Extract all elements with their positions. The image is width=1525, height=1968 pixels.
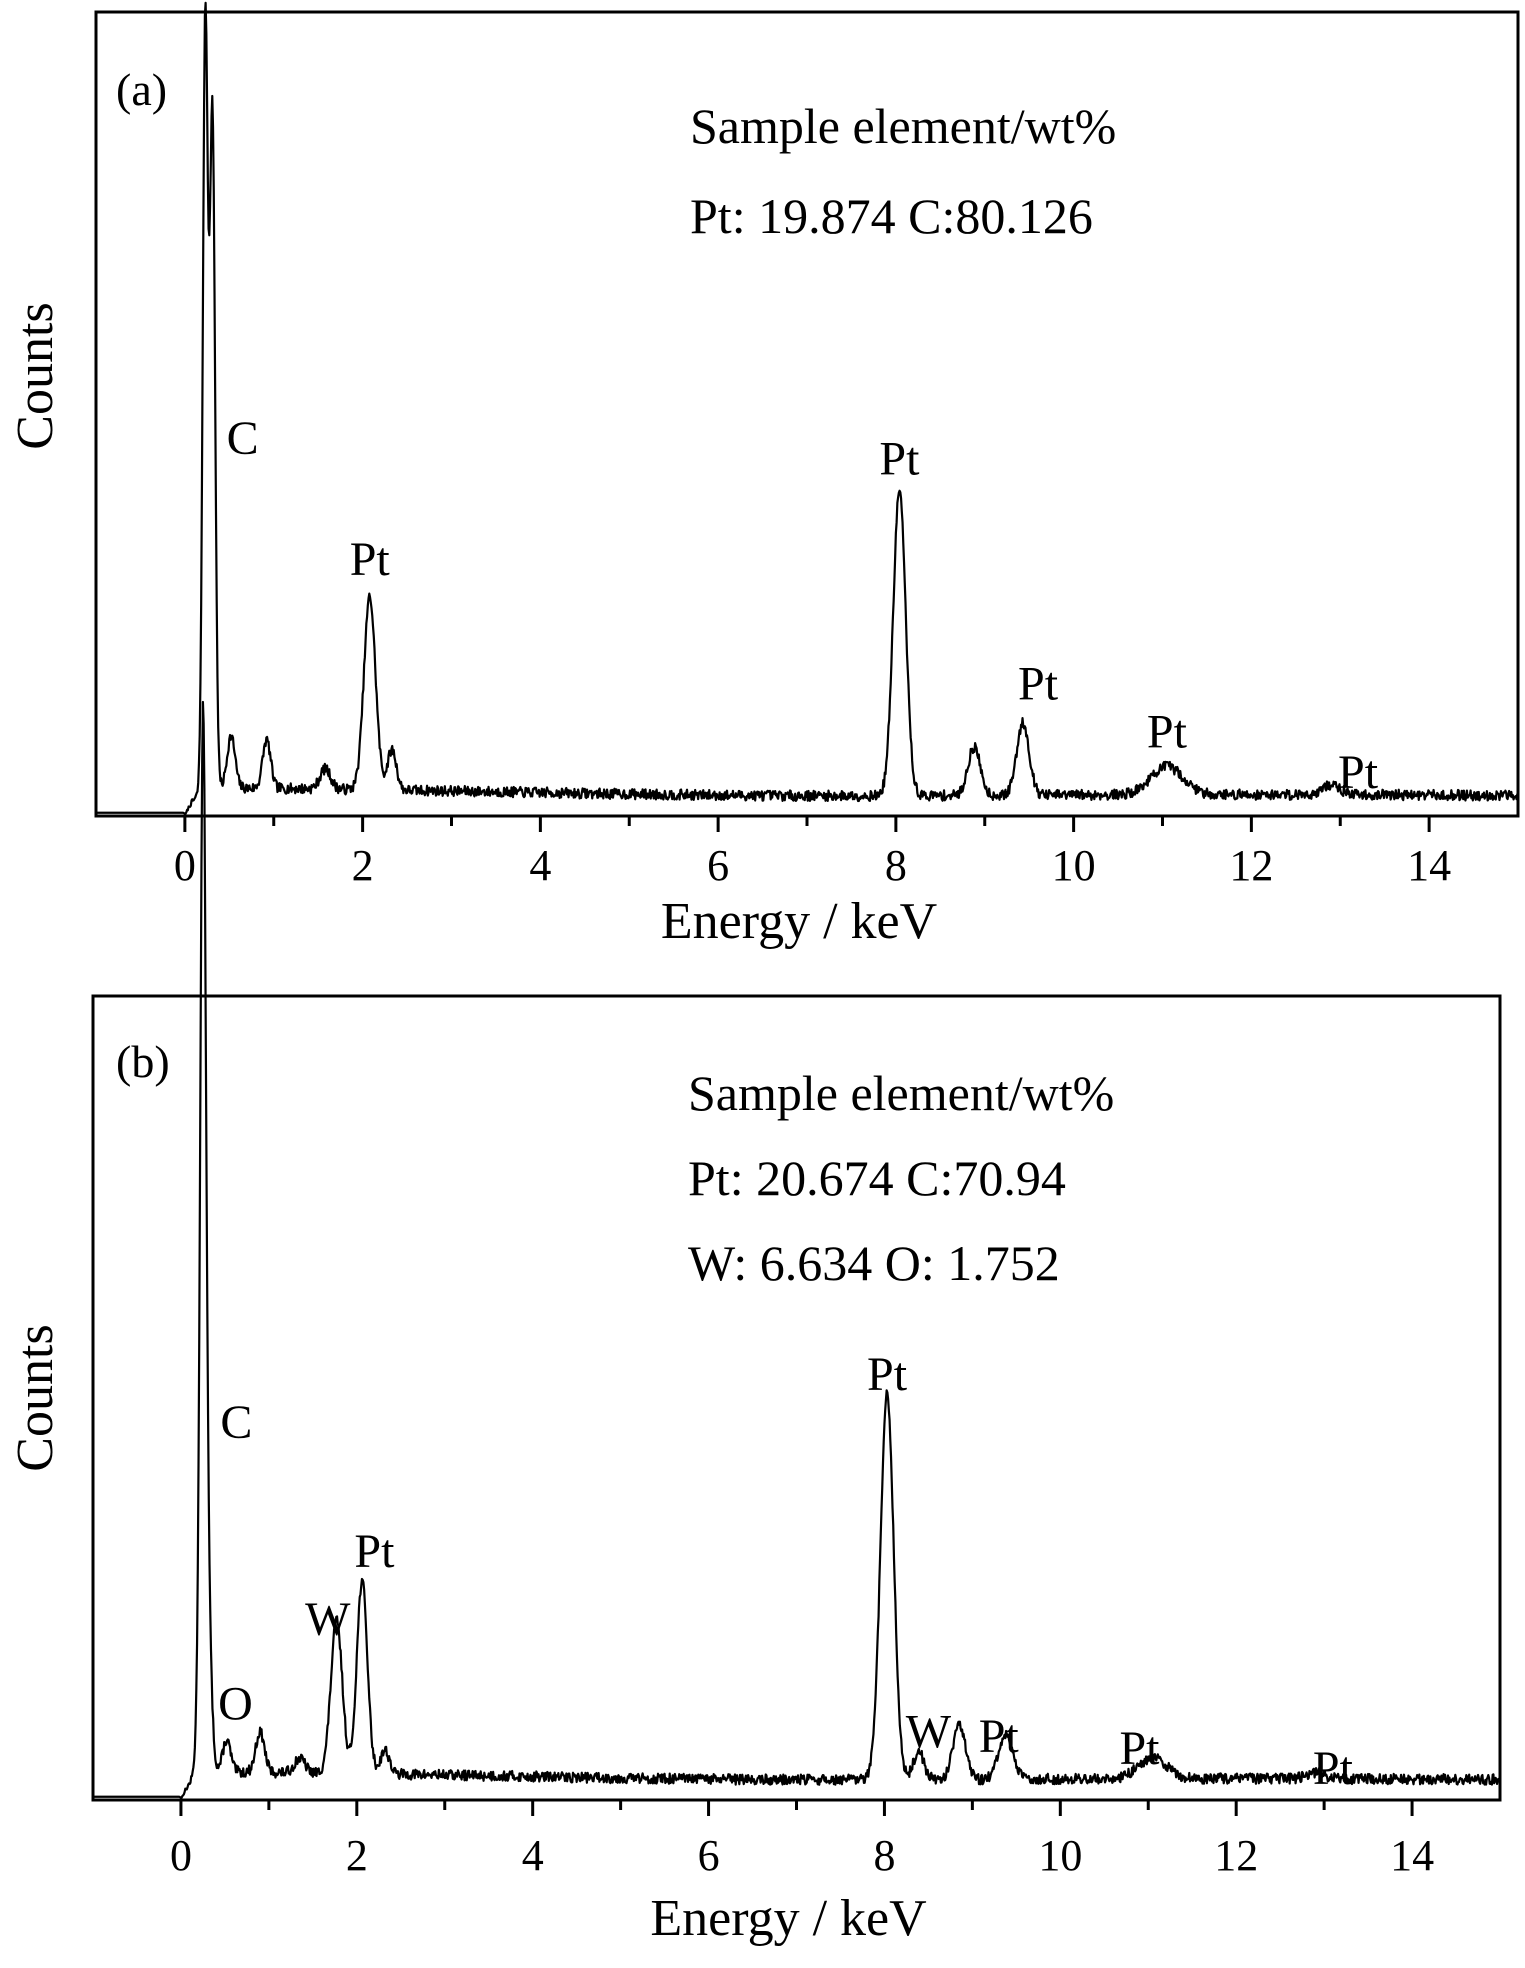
- composition-values: W: 6.634 O: 1.752: [688, 1235, 1060, 1291]
- x-tick-label: 0: [174, 841, 196, 890]
- x-tick-label: 0: [170, 1831, 192, 1880]
- peak-label: Pt: [1147, 706, 1188, 759]
- spectrum-line: [93, 700, 1502, 1799]
- panel-b: 0 2 4 6 8 10 12 14 Energy / keV Counts (b) Sample e…: [7, 700, 1502, 1947]
- x-tick-label: 14: [1390, 1831, 1434, 1880]
- x-tick-label: 6: [707, 841, 729, 890]
- composition-values: Pt: 19.874 C:80.126: [690, 188, 1093, 244]
- peak-label: W: [906, 1706, 952, 1759]
- x-tick-label: 12: [1229, 841, 1273, 890]
- peak-label: W: [305, 1593, 351, 1646]
- x-tick-label: 6: [698, 1831, 720, 1880]
- y-axis-label: Counts: [7, 1324, 64, 1471]
- peak-label: Pt: [979, 1710, 1020, 1763]
- peak-label: Pt: [867, 1348, 908, 1401]
- x-tick-label: 8: [873, 1831, 895, 1880]
- x-tick-label: 12: [1214, 1831, 1258, 1880]
- spectrum-line: [96, 1, 1520, 815]
- composition-title: Sample element/wt%: [688, 1065, 1114, 1121]
- panel-a: 0 2 4 6 8 10 12 14 Energy / keV Counts (a) Sample e…: [7, 1, 1520, 950]
- peak-label: O: [218, 1678, 253, 1731]
- peak-label: C: [227, 412, 259, 465]
- peak-label: Pt: [1119, 1722, 1160, 1775]
- x-axis-label: Energy / keV: [650, 1890, 926, 1947]
- panel-label: (b): [116, 1036, 170, 1087]
- x-tick-label: 2: [346, 1831, 368, 1880]
- peak-label: C: [220, 1396, 252, 1449]
- peak-label: Pt: [1313, 1742, 1354, 1795]
- panel-label: (a): [116, 64, 167, 115]
- peak-label: Pt: [354, 1525, 395, 1578]
- composition-values: Pt: 20.674 C:70.94: [688, 1150, 1066, 1206]
- x-axis-label: Energy / keV: [661, 893, 937, 950]
- x-tick-label: 10: [1052, 841, 1096, 890]
- peak-label: Pt: [350, 533, 391, 586]
- x-tick-label: 8: [885, 841, 907, 890]
- x-tick-label: 4: [529, 841, 551, 890]
- x-tick-label: 4: [522, 1831, 544, 1880]
- peak-label: Pt: [879, 432, 920, 485]
- peak-label: Pt: [1018, 657, 1059, 710]
- x-tick-label: 10: [1038, 1831, 1082, 1880]
- x-tick-label: 14: [1407, 841, 1451, 890]
- composition-title: Sample element/wt%: [690, 98, 1116, 154]
- y-axis-label: Counts: [7, 302, 64, 449]
- x-tick-label: 2: [352, 841, 374, 890]
- peak-label: Pt: [1338, 746, 1379, 799]
